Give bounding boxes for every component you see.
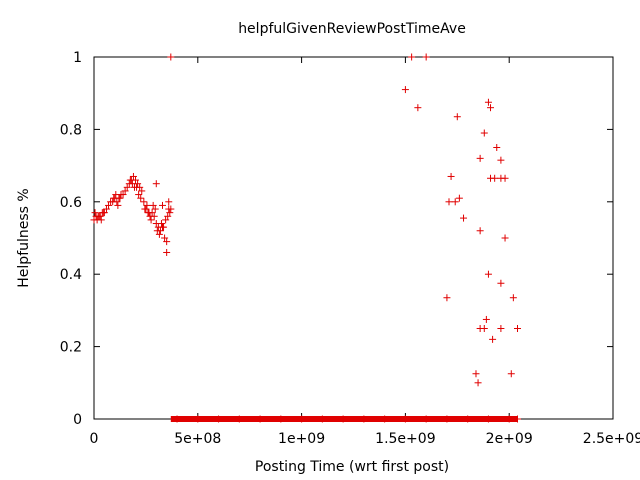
data-point	[480, 325, 488, 332]
data-point	[113, 198, 121, 206]
axes: 0 5e+08 1e+09 1.5e+09 2e+09 2.5e+09 0 0.2 0.4 0.6…	[60, 50, 640, 447]
x-tick-label: 2e+09	[486, 431, 533, 447]
data-point	[422, 53, 430, 61]
data-point	[116, 194, 124, 202]
data-point	[480, 129, 488, 137]
data-point	[507, 370, 515, 378]
x-tick-label: 1e+09	[278, 431, 325, 447]
x-tick-label: 1.5e+09	[375, 431, 435, 447]
data-point	[97, 216, 105, 224]
zero-helpfulness-band	[170, 416, 518, 422]
data-point	[162, 216, 170, 224]
data-point	[164, 212, 172, 220]
data-point	[453, 113, 461, 121]
data-point	[152, 180, 160, 188]
data-point	[447, 172, 455, 180]
data-point	[491, 174, 499, 182]
data-point	[157, 220, 165, 228]
data-point	[151, 205, 159, 213]
x-tick-label: 2.5e+09	[583, 431, 640, 447]
data-point	[110, 194, 118, 202]
data-point	[137, 194, 145, 202]
data-point	[451, 198, 459, 206]
data-point	[167, 53, 175, 61]
data-point	[501, 174, 509, 182]
data-point	[128, 180, 136, 188]
data-points	[90, 53, 522, 423]
y-tick-label: 0.6	[60, 195, 82, 211]
data-point	[460, 214, 468, 222]
data-point	[514, 325, 522, 332]
data-point	[140, 198, 148, 206]
data-point	[476, 154, 484, 162]
data-point	[114, 201, 122, 209]
data-point	[126, 176, 134, 184]
data-point	[497, 279, 505, 287]
data-point	[497, 325, 505, 332]
data-point	[476, 227, 484, 235]
data-point	[102, 205, 110, 213]
x-tick-label: 5e+08	[174, 431, 221, 447]
data-point	[149, 201, 157, 209]
data-point	[99, 209, 107, 217]
data-point	[484, 98, 492, 106]
y-tick-label: 0.2	[60, 340, 82, 356]
data-point	[455, 194, 463, 202]
data-point	[474, 379, 482, 387]
data-point	[165, 198, 173, 206]
data-point	[167, 205, 175, 213]
y-tick-label: 0.8	[60, 122, 82, 138]
data-point	[509, 294, 517, 302]
y-tick-label: 0	[73, 412, 82, 428]
data-point	[145, 209, 153, 217]
data-point	[166, 209, 174, 217]
y-axis-label: Helpfulness %	[16, 188, 32, 287]
chart-title: helpfulGivenReviewPostTimeAve	[238, 21, 466, 37]
data-point	[138, 187, 146, 195]
data-point	[484, 270, 492, 278]
plot-frame	[93, 56, 614, 420]
y-tick-label: 0.4	[60, 267, 82, 283]
data-point	[150, 212, 158, 220]
data-point	[489, 335, 497, 343]
data-point	[147, 216, 155, 224]
data-point	[493, 144, 501, 151]
data-point	[161, 234, 169, 242]
x-axis-label: Posting Time (wrt first post)	[255, 459, 449, 475]
data-point	[401, 86, 409, 94]
data-point	[163, 238, 171, 246]
data-point	[414, 104, 422, 112]
data-point	[472, 370, 480, 378]
data-point	[135, 191, 143, 199]
data-point	[501, 234, 509, 242]
data-point	[143, 201, 151, 209]
data-point	[121, 187, 129, 195]
data-point	[445, 198, 453, 206]
data-point	[443, 294, 451, 302]
data-point	[159, 201, 167, 209]
data-point	[112, 191, 120, 199]
data-point	[141, 205, 149, 213]
data-point	[482, 315, 490, 323]
data-point	[497, 156, 505, 164]
y-tick-label: 1	[73, 50, 82, 66]
data-point	[487, 104, 495, 112]
data-point	[133, 183, 141, 191]
data-point	[95, 212, 103, 220]
data-point	[408, 53, 416, 61]
data-point	[123, 183, 131, 191]
data-point	[153, 227, 161, 235]
x-tick-label: 0	[90, 431, 99, 447]
data-point	[91, 209, 99, 217]
data-point	[155, 230, 163, 238]
data-point	[105, 201, 113, 209]
data-point	[119, 191, 127, 199]
data-point	[129, 172, 137, 180]
data-point	[160, 223, 168, 231]
data-point	[163, 248, 171, 256]
